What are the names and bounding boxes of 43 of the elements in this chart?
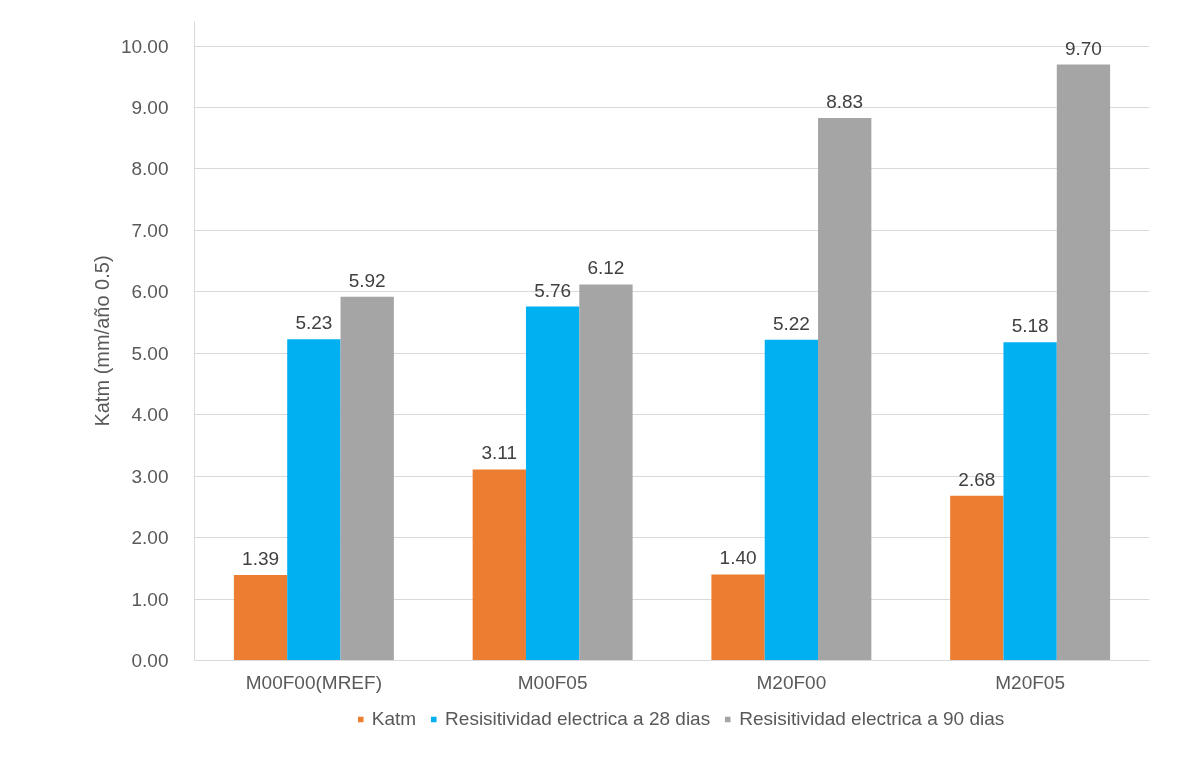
data-label: 5.92: [348, 269, 386, 291]
bar: [711, 574, 765, 661]
bar: [1056, 64, 1111, 661]
y-tick-label: 3.00: [131, 465, 169, 487]
y-tick-label: 6.00: [131, 281, 169, 303]
bar: [340, 296, 394, 661]
x-tick-label: M00F05: [517, 671, 588, 693]
bar: [1003, 342, 1057, 661]
legend-label: Katm: [371, 708, 417, 730]
y-tick-label: 0.00: [131, 650, 169, 671]
data-label: 5.76: [534, 279, 572, 301]
bar: [764, 339, 819, 661]
x-tick-label: M20F05: [995, 671, 1065, 693]
y-tick-label: 7.00: [131, 219, 169, 241]
data-label: 8.83: [826, 90, 864, 112]
data-label: 1.40: [719, 547, 757, 569]
y-axis-title: Katm (mm/año 0.5): [90, 255, 113, 427]
y-tick-label: 2.00: [131, 527, 169, 549]
data-label: 9.70: [1064, 37, 1102, 59]
data-label: 5.22: [772, 312, 810, 334]
bar: [950, 495, 1004, 661]
data-label: 2.68: [958, 468, 996, 490]
bar: [818, 117, 872, 661]
bar: [579, 284, 633, 661]
legend-label: Resisitividad electrica a 90 dias: [739, 708, 1005, 730]
legend-label: Resisitividad electrica a 28 dias: [445, 708, 711, 730]
y-tick-label: 10.00: [120, 35, 169, 57]
x-tick-label: M00F00(MREF): [245, 671, 382, 693]
data-label: 1.39: [242, 548, 280, 570]
y-tick-label: 4.00: [131, 404, 169, 426]
y-tick-label: 8.00: [131, 158, 169, 180]
y-tick-label: 9.00: [131, 97, 169, 119]
y-tick-label: 5.00: [131, 342, 169, 364]
bar: [287, 339, 341, 661]
data-label: 5.18: [1011, 315, 1049, 337]
bar: [525, 306, 580, 661]
bar: [233, 575, 288, 661]
bar: [472, 469, 526, 661]
data-label: 5.23: [295, 312, 333, 334]
x-tick-label: M20F00: [756, 671, 827, 693]
y-tick-label: 1.00: [131, 588, 169, 610]
data-label: 3.11: [481, 442, 518, 464]
data-label: 6.12: [587, 257, 625, 279]
